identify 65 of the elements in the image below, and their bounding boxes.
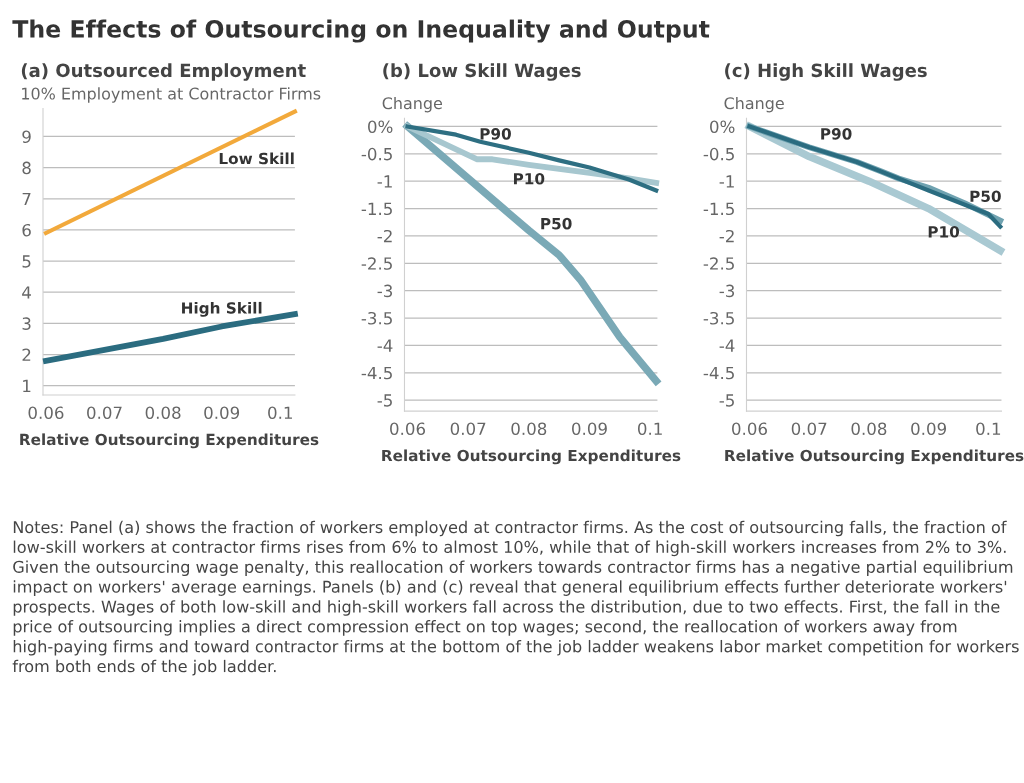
- y-tick-label: -3.5: [703, 311, 734, 325]
- y-tick-label: 7: [22, 192, 31, 206]
- y-tick-label: -2.5: [703, 257, 734, 270]
- y-tick-label: 0%: [710, 120, 735, 134]
- y-tick-label: -4.5: [361, 366, 392, 380]
- y-tick-label: -4.5: [703, 366, 734, 380]
- series-label: P90: [821, 128, 852, 140]
- chart-title: (b) Low Skill Wages: [383, 63, 581, 81]
- series-label: Low Skill: [219, 152, 294, 165]
- y-tick-label: -4: [377, 339, 393, 352]
- y-tick-label: 6: [22, 223, 31, 237]
- chart-title: (c) High Skill Wages: [725, 63, 927, 81]
- y-tick-label: -5: [377, 394, 392, 407]
- x-tick-label: 0.07: [87, 406, 122, 420]
- y-tick-label: -4: [719, 339, 735, 352]
- y-tick-label: -1.5: [361, 202, 392, 216]
- series-label: High Skill: [182, 301, 262, 317]
- x-tick-label: 0.07: [791, 422, 827, 436]
- x-tick-label: 0.09: [572, 422, 607, 436]
- y-tick-label: -3: [719, 284, 735, 298]
- y-tick-label: -0.5: [703, 147, 734, 161]
- chart-title: (a) Outsourced Employment: [21, 63, 306, 81]
- x-tick-label: 0.08: [145, 406, 181, 420]
- x-tick-label: 0.06: [28, 406, 64, 420]
- x-axis-title: Relative Outsourcing Expenditures: [20, 433, 319, 449]
- y-tick-label: 9: [22, 130, 31, 144]
- y-tick-label: 0%: [368, 120, 393, 134]
- y-tick-label: -3: [377, 284, 393, 298]
- series-label: P50: [970, 190, 1001, 203]
- y-tick-label: -1.5: [703, 202, 734, 216]
- y-tick-label: -2: [719, 229, 734, 243]
- x-tick-label: 0.06: [390, 422, 426, 436]
- x-tick-label: 0.1: [268, 406, 292, 420]
- y-axis-title: 10% Employment at Contractor Firms: [22, 87, 321, 103]
- y-axis-title: Change: [724, 96, 784, 113]
- x-axis-title: Relative Outsourcing Expenditures: [725, 449, 1024, 465]
- x-tick-label: 0.1: [976, 422, 1001, 436]
- text: Notes: Panel (a) shows the fraction of workers employed at contractor firms. As the cost of outsourcing falls, the fraction of low-skill workers at contractor firms rises from 6% to almost 10%, while that of high-skill workers increases from 2% to 3%. Given the outsourcing wage penalty, this reallocation of workers towards contractor firms has a negative partial equilibrium impact on workers' average earnings. Panels (b) and (c) reveal that general equilibrium effects further deteriorate workers' prospects. Wages of both low-skill and high-skill workers fall across the distribution, due to two effects. First, the fall in the price of outsourcing implies a direct compression effect on top wages; second, the reallocation of workers away from high-paying firms and toward contractor firms at the bottom of the job ladder weakens labor market competition for workers from both ends of the job ladder.: [12, 520, 1019, 676]
- y-tick-label: 3: [22, 317, 31, 330]
- y-tick-label: -2.5: [361, 257, 392, 270]
- text: The Effects of Outsourcing on Inequality and Output: [12, 19, 710, 43]
- x-tick-label: 0.06: [732, 422, 767, 436]
- x-tick-label: 0.07: [450, 422, 486, 436]
- y-axis-title: Change: [382, 96, 443, 113]
- series-label: P50: [541, 217, 572, 230]
- series-label: P10: [514, 172, 545, 185]
- y-tick-label: -0.5: [361, 147, 392, 161]
- y-tick-label: -3.5: [361, 311, 392, 325]
- x-tick-label: 0.09: [204, 406, 240, 420]
- y-tick-label: 1: [23, 379, 31, 393]
- y-tick-label: -1: [719, 175, 734, 188]
- x-tick-label: 0.08: [851, 422, 887, 436]
- series-label: P10: [928, 226, 960, 238]
- x-tick-label: 0.08: [511, 422, 547, 436]
- series-label: P90: [480, 128, 511, 140]
- x-axis-title: Relative Outsourcing Expenditures: [382, 449, 681, 465]
- y-tick-label: -2: [377, 229, 392, 243]
- x-tick-label: 0.1: [637, 422, 662, 436]
- y-tick-label: 8: [22, 161, 31, 175]
- y-tick-label: 4: [22, 286, 31, 299]
- x-tick-label: 0.09: [911, 422, 946, 436]
- y-tick-label: -1: [377, 175, 392, 188]
- y-tick-label: -5: [719, 394, 734, 407]
- y-tick-label: 5: [22, 255, 31, 268]
- y-tick-label: 2: [22, 348, 31, 361]
